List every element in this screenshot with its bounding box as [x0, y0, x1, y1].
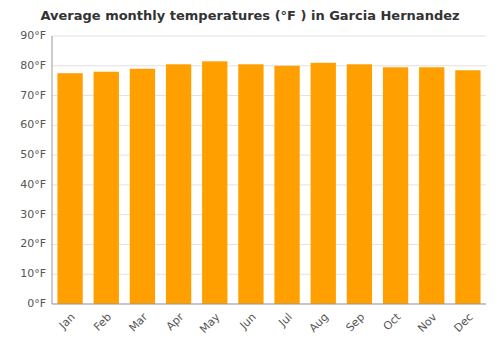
- y-tick-label: 30°F: [20, 208, 46, 221]
- x-tick-label: Nov: [415, 310, 440, 335]
- x-axis-line: [52, 304, 486, 305]
- chart-title: Average monthly temperatures (°F ) in Ga…: [40, 8, 459, 23]
- x-tick-label: Oct: [381, 310, 404, 333]
- x-tick-labels: Jan Feb Mar Apr May Jun Jul Aug Sep Oct Nov Dec: [56, 310, 476, 336]
- bar: [455, 70, 480, 304]
- x-tick-label: Mar: [126, 310, 150, 334]
- x-tick-label: Jan: [56, 311, 78, 333]
- bar: [57, 73, 82, 304]
- x-tick-label: Jun: [237, 311, 259, 333]
- bar: [383, 67, 408, 304]
- y-tick-label: 60°F: [20, 118, 46, 131]
- x-tick-label: Feb: [91, 311, 114, 334]
- grid-line: [52, 304, 486, 305]
- y-tick-labels: 0°F 10°F 20°F 30°F 40°F 50°F 60°F 70°F 80°F 90°F: [20, 29, 46, 310]
- x-tick-label: Dec: [451, 311, 475, 335]
- bar: [130, 69, 155, 304]
- bar: [419, 67, 444, 304]
- y-tick-label: 10°F: [20, 267, 46, 280]
- x-tick-label: Aug: [307, 311, 331, 335]
- y-tick-label: 50°F: [20, 148, 46, 161]
- bar: [311, 63, 336, 304]
- y-tick-label: 0°F: [27, 297, 46, 310]
- bar: [238, 64, 263, 304]
- y-tick-label: 70°F: [20, 89, 46, 102]
- bar: [274, 66, 299, 304]
- x-tick-label: May: [197, 310, 223, 336]
- y-tick-label: 20°F: [20, 237, 46, 250]
- chart-container: 0°F 10°F 20°F 30°F 40°F 50°F 60°F 70°F 80°F 90°F J…: [0, 0, 500, 350]
- y-tick-label: 40°F: [20, 178, 46, 191]
- x-tick-label: Apr: [164, 310, 187, 333]
- chart-svg: 0°F 10°F 20°F 30°F 40°F 50°F 60°F 70°F 80°F 90°F J…: [0, 0, 500, 350]
- bar: [347, 64, 372, 304]
- y-axis-line: [52, 36, 53, 304]
- grid-line: [52, 65, 486, 66]
- x-tick-label: Sep: [343, 311, 367, 335]
- grid-line: [52, 36, 486, 37]
- bar: [166, 64, 191, 304]
- bar: [202, 61, 227, 304]
- bar: [94, 72, 119, 304]
- y-tick-label: 90°F: [20, 29, 46, 42]
- x-tick-label: Jul: [276, 311, 295, 330]
- bars: [57, 61, 480, 304]
- y-tick-label: 80°F: [20, 59, 46, 72]
- y-grid: [52, 36, 486, 304]
